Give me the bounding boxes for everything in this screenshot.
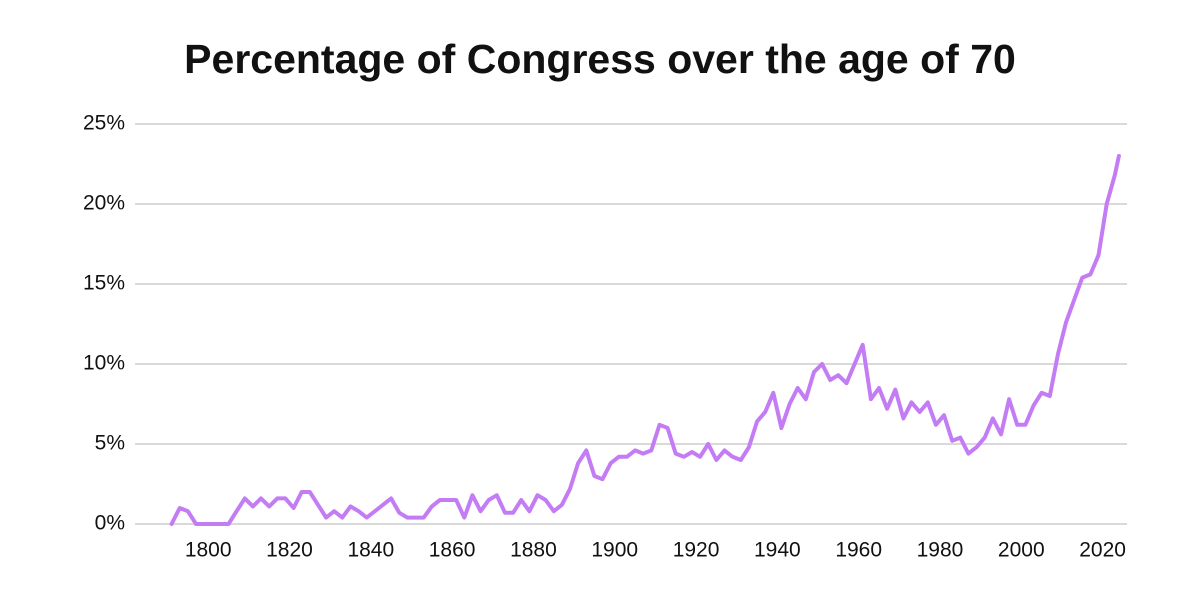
x-tick-label: 2020 [1079, 539, 1126, 562]
x-tick-label: 1940 [754, 539, 801, 562]
x-tick-label: 1920 [673, 539, 720, 562]
y-tick-label: 25% [83, 112, 125, 135]
data-line [169, 154, 1121, 526]
x-tick-label: 2000 [998, 539, 1045, 562]
x-tick-label: 1960 [835, 539, 882, 562]
y-tick-label: 20% [83, 192, 125, 215]
x-tick-label: 1900 [591, 539, 638, 562]
x-tick-label: 1980 [917, 539, 964, 562]
y-tick-label: 15% [83, 272, 125, 295]
x-tick-label: 1840 [347, 539, 394, 562]
chart-title: Percentage of Congress over the age of 7… [184, 36, 1016, 82]
y-tick-label: 5% [95, 432, 125, 455]
y-tick-label: 0% [95, 512, 125, 535]
x-tick-label: 1880 [510, 539, 557, 562]
y-tick-label: 10% [83, 352, 125, 375]
x-tick-label: 1820 [266, 539, 313, 562]
x-tick-label: 1860 [429, 539, 476, 562]
x-tick-label: 1800 [185, 539, 232, 562]
